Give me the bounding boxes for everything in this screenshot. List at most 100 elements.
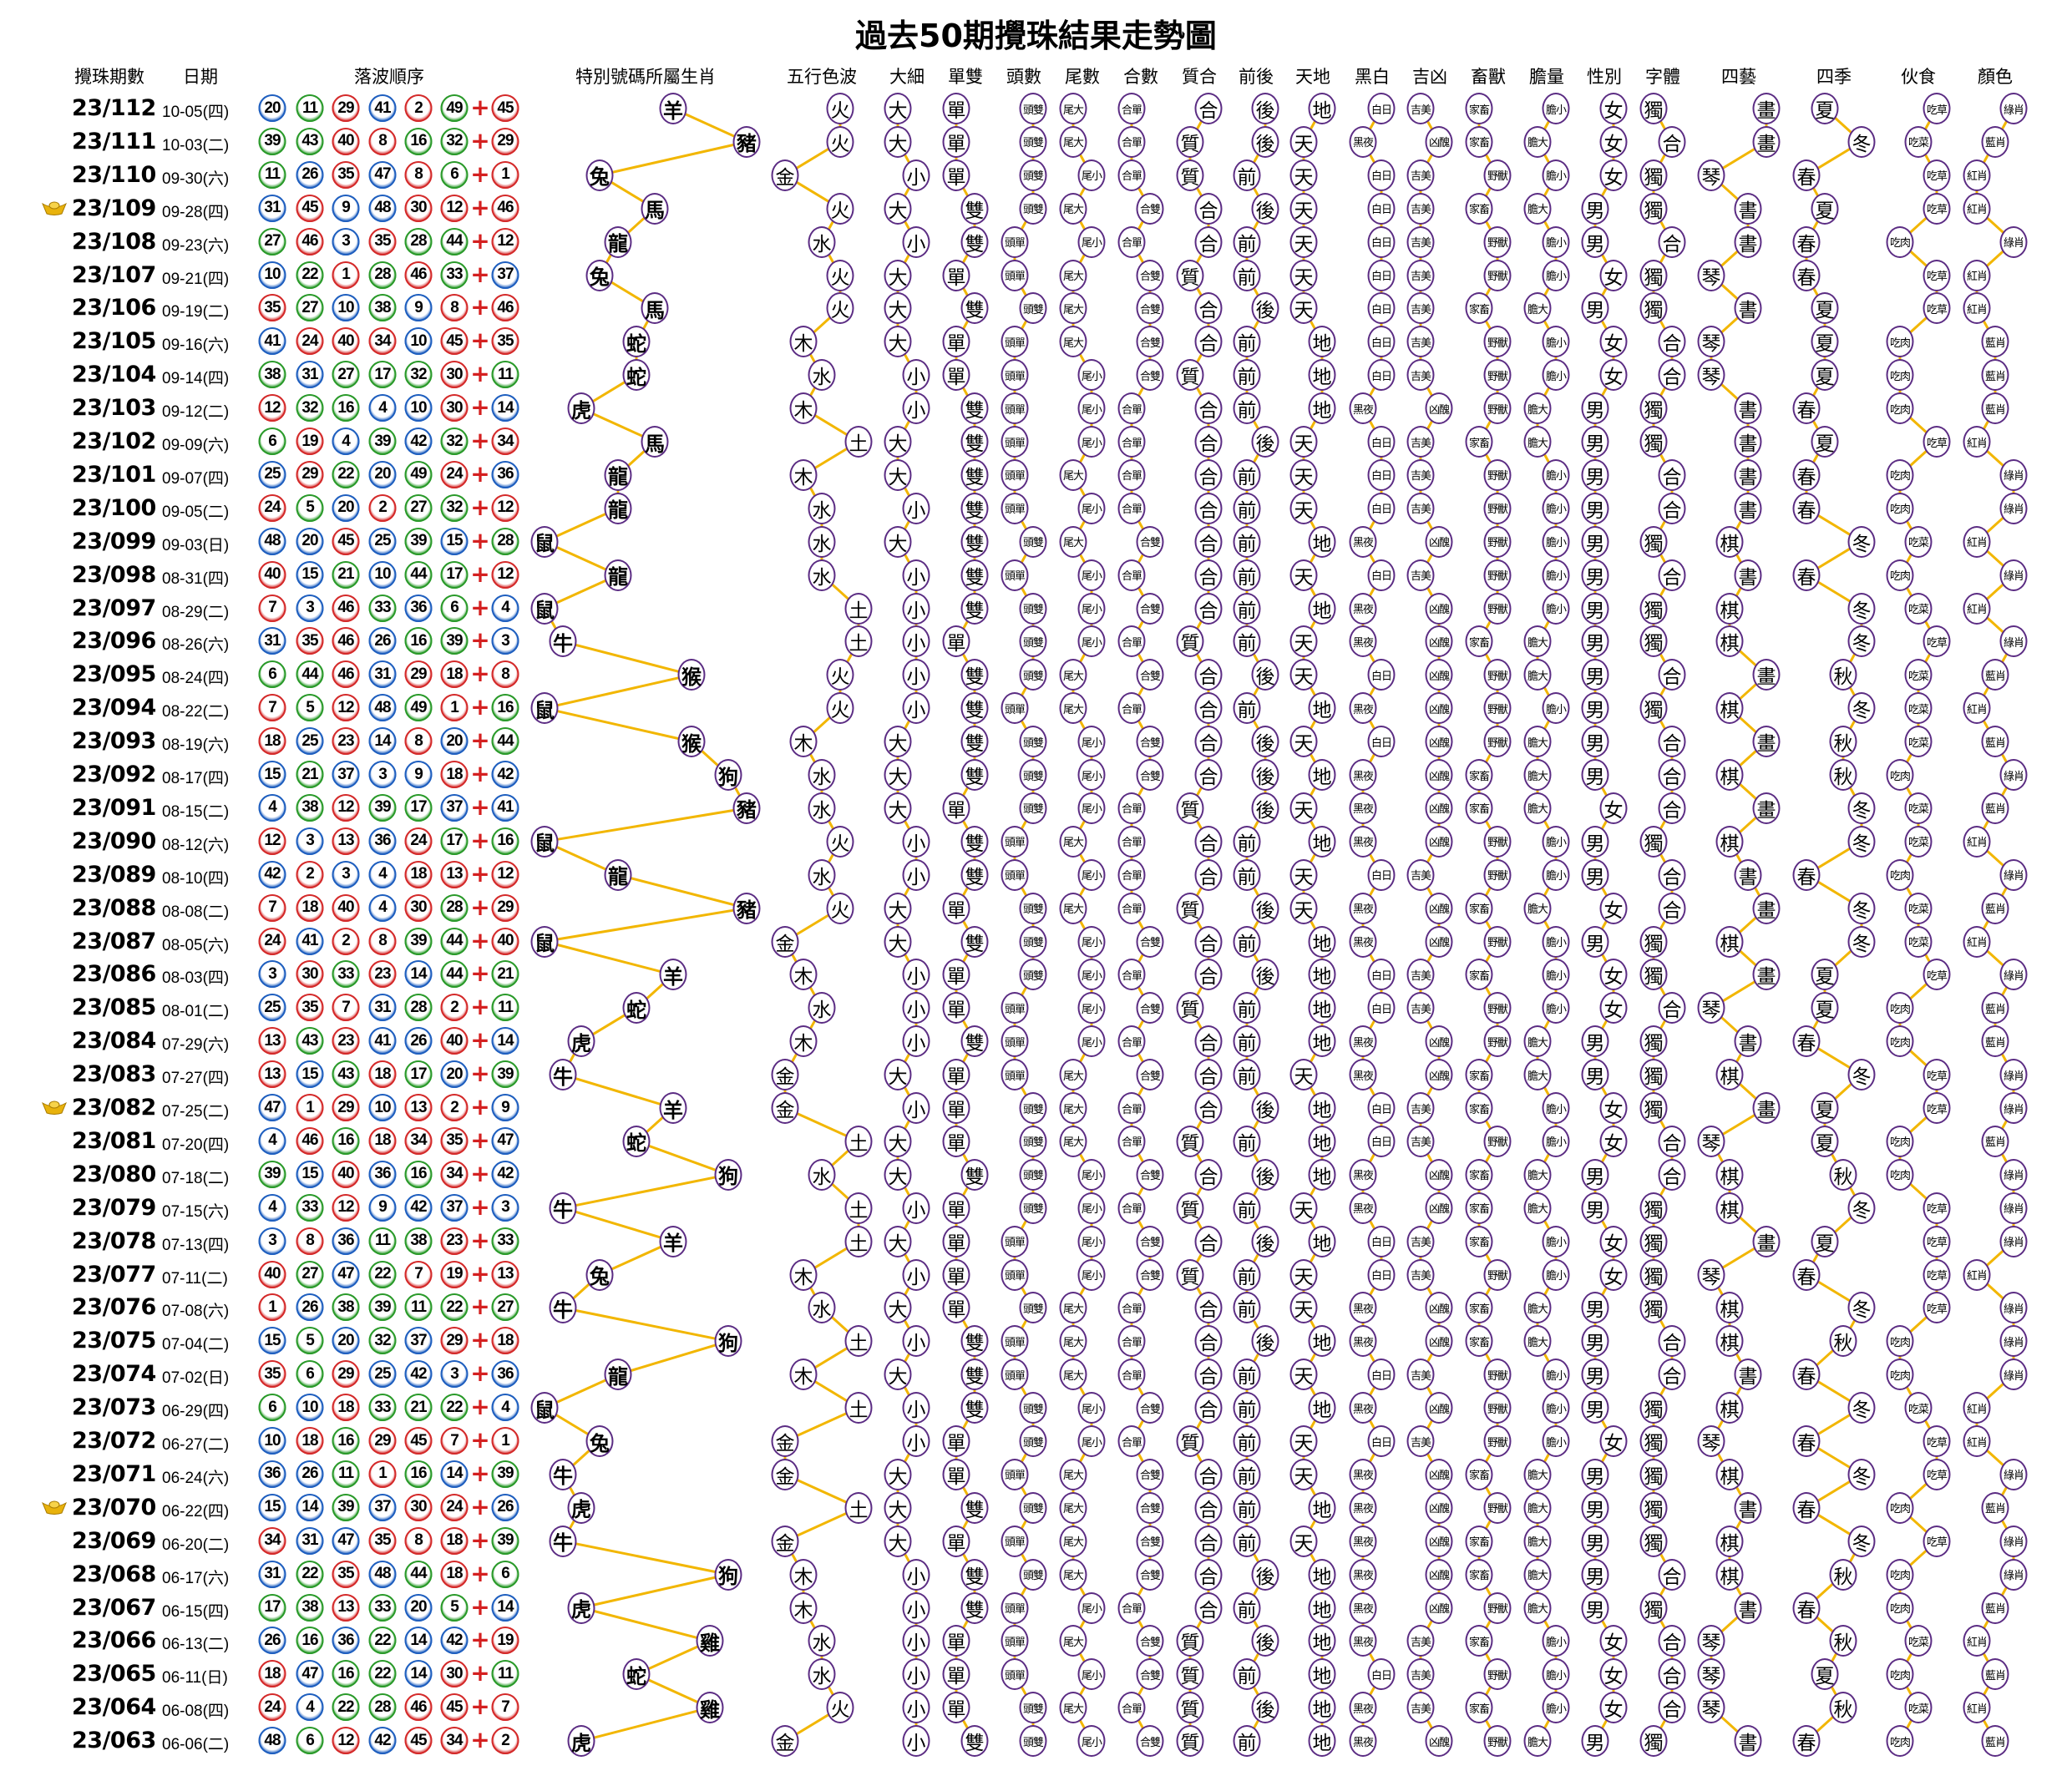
tag-black-white: 白日 [1367,659,1396,691]
tag-gender: 女 [1599,992,1628,1025]
tag-four-arts: 琴 [1697,1425,1725,1457]
tag-gender: 男 [1581,692,1609,725]
tag-front-back: 前 [1233,925,1261,958]
period-number: 23/108 [72,229,156,255]
tag-character-type: 獨 [1639,525,1668,558]
tag-head-number: 頭雙 [1019,1292,1047,1324]
tag-black-white: 白日 [1367,225,1396,258]
tag-zodiac: 牛 [549,1458,577,1490]
tag-front-back: 後 [1251,1092,1279,1124]
tag-color: 紅肖 [1963,925,1991,958]
tag-black-white: 白日 [1367,492,1396,524]
tag-black-white: 黑夜 [1349,1025,1377,1058]
tag-black-white: 白日 [1367,959,1396,991]
tag-four-arts: 書 [1734,1725,1762,1758]
tag-big-small: 大 [884,1458,912,1490]
tag-four-arts: 琴 [1697,1625,1725,1657]
table-row: 23/110 09-30(六) 11 26 35 47 8 6 +1 兔 金 小單 頭雙 尾小 合單質前天 白… [0,159,2072,192]
tag-front-back: 前 [1233,1192,1261,1224]
tag-sum-number: 合雙 [1136,1558,1164,1591]
ball: 1 [332,261,360,289]
tag-domestic-wild: 野獸 [1483,359,1512,392]
tag-odd-even: 雙 [960,592,989,625]
tag-tail-number: 尾小 [1077,492,1106,524]
tag-odd-even: 單 [942,1258,970,1291]
header-date: 日期 [183,63,218,89]
tag-courage: 膽大 [1523,1192,1552,1224]
tag-tail-number: 尾小 [1077,992,1106,1025]
tag-diet: 吃肉 [1886,1658,1914,1691]
tag-diet: 吃菜 [1904,925,1933,958]
tag-tail-number: 尾大 [1059,259,1087,291]
tag-diet: 吃肉 [1886,1558,1914,1591]
tag-five-elements: 金 [771,925,799,958]
tag-lucky-unlucky: 吉美 [1406,1625,1435,1657]
tag-big-small: 小 [902,1425,930,1457]
tag-prime-composite: 合 [1194,692,1223,725]
tag-four-arts: 書 [1734,292,1762,325]
tag-heaven-earth: 天 [1289,858,1318,891]
tag-front-back: 後 [1251,792,1279,824]
trend-line-zodiac [562,1073,674,1110]
tag-odd-even: 單 [942,1425,970,1457]
ball: 41 [368,94,397,122]
tag-lucky-unlucky: 吉美 [1406,326,1435,358]
tag-head-number: 頭單 [1001,1359,1029,1391]
tag-tail-number: 尾大 [1059,1558,1087,1591]
ball: 26 [296,160,324,189]
tag-sum-number: 合單 [1117,458,1146,491]
tag-prime-composite: 質 [1176,125,1204,158]
tag-character-type: 獨 [1639,1591,1668,1624]
tag-four-seasons: 冬 [1847,1458,1876,1490]
tag-front-back: 前 [1233,458,1261,491]
tag-heaven-earth: 地 [1308,1158,1336,1191]
tag-color: 綠肖 [1999,625,2028,658]
tag-heaven-earth: 地 [1308,1558,1336,1591]
tag-big-small: 大 [884,525,912,558]
tag-prime-composite: 質 [1176,1258,1204,1291]
tag-big-small: 大 [884,259,912,291]
tag-diet: 吃草 [1923,1425,1951,1457]
tag-diet: 吃肉 [1886,1359,1914,1391]
header-balls: 落波順序 [354,63,424,89]
tag-black-white: 白日 [1367,359,1396,392]
tag-zodiac: 羊 [659,93,687,124]
tag-courage: 膽小 [1542,992,1570,1025]
tag-head-number: 頭雙 [1019,192,1047,225]
tag-courage: 膽小 [1542,1125,1570,1157]
tag-prime-composite: 合 [1194,1525,1223,1557]
tag-five-elements: 木 [789,1025,818,1058]
tag-character-type: 獨 [1639,292,1668,325]
tag-gender: 男 [1581,1392,1609,1424]
tag-gender: 男 [1581,659,1609,691]
tag-odd-even: 雙 [960,392,989,425]
tag-four-arts: 畫 [1752,959,1781,991]
tag-four-arts: 棋 [1715,1392,1744,1424]
tag-lucky-unlucky: 凶醜 [1425,1325,1453,1358]
tag-front-back: 前 [1233,1491,1261,1524]
tag-five-elements: 木 [789,959,818,991]
tag-sum-number: 合雙 [1136,359,1164,392]
ball: 8 [368,127,397,155]
tag-courage: 膽大 [1523,892,1552,924]
tag-big-small: 大 [884,125,912,158]
tag-diet: 吃肉 [1886,1025,1914,1058]
tag-sum-number: 合雙 [1136,726,1164,758]
tag-domestic-wild: 家畜 [1465,125,1493,158]
tag-tail-number: 尾小 [1077,726,1106,758]
tag-four-arts: 棋 [1715,825,1744,858]
tag-zodiac: 龍 [604,1359,632,1391]
tag-head-number: 頭單 [1001,259,1029,291]
tag-tail-number: 尾大 [1059,825,1087,858]
tag-lucky-unlucky: 凶醜 [1425,759,1453,791]
tag-front-back: 前 [1233,1025,1261,1058]
tag-domestic-wild: 家畜 [1465,759,1493,791]
period-number: 23/107 [72,262,156,288]
tag-prime-composite: 質 [1176,1192,1204,1224]
tag-color: 藍肖 [1981,326,2009,358]
tag-prime-composite: 合 [1194,592,1223,625]
tag-prime-composite: 質 [1176,1725,1204,1758]
tag-four-seasons: 春 [1792,392,1821,425]
ball: 35 [258,294,286,322]
tag-four-seasons: 春 [1792,225,1821,258]
